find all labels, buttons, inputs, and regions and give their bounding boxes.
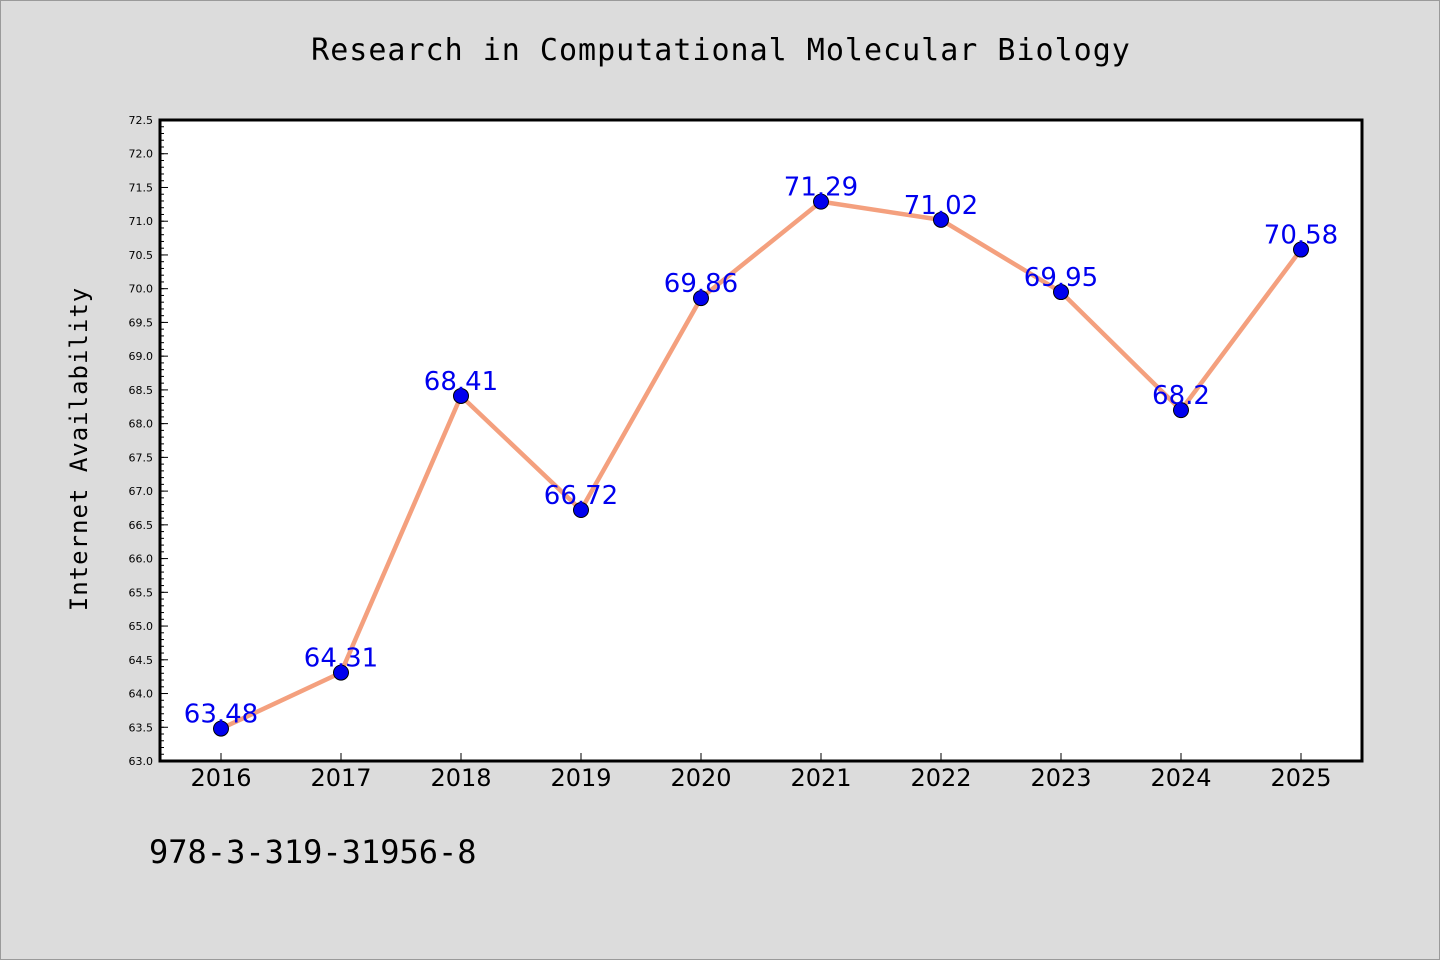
y-tick-label: 70.0 <box>129 283 154 296</box>
y-tick-label: 71.5 <box>129 181 154 194</box>
data-label: 71.29 <box>784 173 858 203</box>
data-point <box>453 387 469 404</box>
x-tick-label: 2022 <box>910 764 971 792</box>
data-label: 63.48 <box>184 700 258 730</box>
y-tick-label: 63.0 <box>129 755 154 768</box>
y-tick-label: 68.5 <box>129 384 154 397</box>
x-tick-label: 2019 <box>550 764 611 792</box>
y-tick-label: 69.5 <box>129 316 154 329</box>
y-tick-label: 66.5 <box>129 519 154 532</box>
plot-area <box>160 120 1362 761</box>
data-point <box>1293 241 1309 258</box>
data-label: 68.41 <box>424 367 498 397</box>
y-tick-label: 71.0 <box>129 215 154 228</box>
y-tick-label: 65.5 <box>129 586 154 599</box>
chart-title: Research in Computational Molecular Biol… <box>311 33 1131 68</box>
plot-frame <box>158 118 1364 763</box>
data-label: 69.86 <box>664 269 738 299</box>
data-point <box>693 290 709 307</box>
series-group: 63.48 64.31 68.41 66.72 69.86 71.29 71.02 69.95… <box>184 173 1338 737</box>
data-point <box>1173 402 1189 419</box>
footnote-isbn: 978-3-319-31956-8 <box>149 833 477 871</box>
x-tick-label: 2018 <box>430 764 491 792</box>
data-label: 64.31 <box>304 644 378 674</box>
data-point <box>573 501 589 518</box>
y-axis: 63.0 63.5 64.0 64.5 65.0 65.5 66.0 66.5 67.0 67.5… <box>129 114 168 768</box>
data-point <box>813 193 829 210</box>
data-point <box>1053 284 1069 301</box>
y-tick-label: 66.0 <box>129 553 154 566</box>
y-tick-label: 67.0 <box>129 485 154 498</box>
series-line <box>218 199 1304 731</box>
y-tick-label: 64.5 <box>129 654 154 667</box>
data-point <box>333 664 349 681</box>
y-tick-label: 70.5 <box>129 249 154 262</box>
x-tick-label: 2017 <box>310 764 371 792</box>
y-tick-label: 69.0 <box>129 350 154 363</box>
data-label: 66.72 <box>544 481 618 511</box>
data-point <box>933 211 949 228</box>
x-tick-label: 2020 <box>670 764 731 792</box>
y-tick-label: 72.0 <box>129 148 154 161</box>
y-tick-label: 72.5 <box>129 114 154 127</box>
data-label: 69.95 <box>1024 263 1098 293</box>
x-tick-label: 2025 <box>1270 764 1331 792</box>
y-tick-label: 67.5 <box>129 451 154 464</box>
data-label: 68.2 <box>1152 381 1210 411</box>
x-tick-label: 2016 <box>190 764 251 792</box>
data-point <box>213 720 229 737</box>
y-tick-label: 63.5 <box>129 721 154 734</box>
x-tick-label: 2023 <box>1030 764 1091 792</box>
data-label: 70.58 <box>1264 221 1338 251</box>
y-tick-label: 68.0 <box>129 418 154 431</box>
x-tick-label: 2024 <box>1150 764 1211 792</box>
x-axis: 2016 2017 2018 2019 2020 2021 2022 2023 2024 2025 <box>190 753 1332 792</box>
y-tick-label: 65.0 <box>129 620 154 633</box>
y-tick-label: 64.0 <box>129 688 154 701</box>
data-label: 71.02 <box>904 191 978 221</box>
x-tick-label: 2021 <box>790 764 851 792</box>
